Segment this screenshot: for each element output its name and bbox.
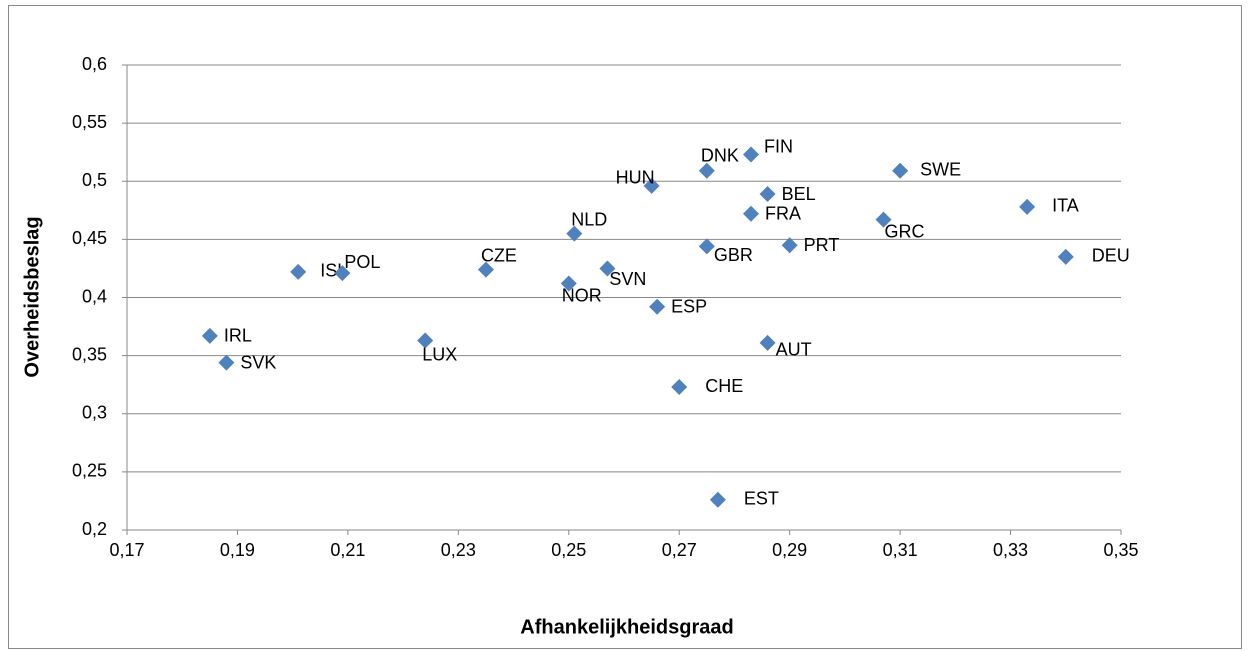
data-point <box>566 225 583 242</box>
x-tick-label: 0,21 <box>330 540 365 560</box>
data-point <box>218 354 235 371</box>
point-label: GBR <box>714 245 753 265</box>
y-tick-label: 0,35 <box>72 344 107 364</box>
y-tick-label: 0,25 <box>72 461 107 481</box>
point-label: CZE <box>481 245 517 265</box>
point-label: ITA <box>1052 196 1079 216</box>
data-point <box>290 263 307 280</box>
point-label: SWE <box>920 160 961 180</box>
point-label: EST <box>744 489 779 509</box>
data-point <box>334 265 351 282</box>
data-point <box>671 379 688 396</box>
point-label: SVK <box>240 352 276 372</box>
point-label: BEL <box>782 184 816 204</box>
x-tick-label: 0,27 <box>662 540 697 560</box>
data-point <box>759 186 776 203</box>
point-label: HUN <box>616 168 655 188</box>
x-tick-label: 0,29 <box>772 540 807 560</box>
data-point <box>649 298 666 315</box>
x-tick-label: 0,23 <box>441 540 476 560</box>
data-point <box>709 491 726 508</box>
data-point <box>759 334 776 351</box>
chart-frame <box>8 5 1242 649</box>
x-tick-label: 0,17 <box>109 540 144 560</box>
point-label: ESP <box>671 297 707 317</box>
data-point <box>1019 198 1036 215</box>
point-label: NOR <box>562 285 602 305</box>
point-label: FRA <box>765 204 801 224</box>
point-label: FIN <box>764 136 793 156</box>
point-label: DEU <box>1092 246 1130 266</box>
y-tick-label: 0,4 <box>82 286 107 306</box>
point-label: POL <box>344 252 380 272</box>
data-point <box>875 211 892 228</box>
data-point <box>201 327 218 344</box>
x-axis-title: Afhankelijkheidsgraad <box>520 616 733 638</box>
point-label: NLD <box>571 209 607 229</box>
data-point <box>477 261 494 278</box>
y-axis-title: Overheidsbeslag <box>21 216 43 377</box>
point-label: DNK <box>701 146 739 166</box>
data-point <box>781 237 798 254</box>
point-label: GRC <box>885 221 925 241</box>
point-label: CHE <box>705 376 743 396</box>
data-point <box>417 332 434 349</box>
data-point <box>698 162 715 179</box>
point-label: PRT <box>804 235 840 255</box>
x-tick-label: 0,33 <box>993 540 1028 560</box>
x-tick-label: 0,19 <box>220 540 255 560</box>
data-point <box>698 238 715 255</box>
y-tick-label: 0,5 <box>82 170 107 190</box>
data-point <box>1057 248 1074 265</box>
data-point <box>599 260 616 277</box>
y-tick-label: 0,2 <box>82 519 107 539</box>
point-label: LUX <box>422 344 457 364</box>
data-point <box>743 146 760 163</box>
x-tick-label: 0,25 <box>551 540 586 560</box>
point-label: IRL <box>224 326 252 346</box>
data-point <box>743 205 760 222</box>
x-tick-label: 0,35 <box>1103 540 1138 560</box>
y-tick-label: 0,45 <box>72 228 107 248</box>
y-tick-label: 0,6 <box>82 54 107 74</box>
y-tick-label: 0,3 <box>82 403 107 423</box>
point-label: AUT <box>776 340 812 360</box>
data-point <box>560 275 577 292</box>
data-point <box>643 177 660 194</box>
y-tick-label: 0,55 <box>72 112 107 132</box>
x-tick-label: 0,31 <box>883 540 918 560</box>
point-label: SVN <box>609 269 646 289</box>
data-point <box>892 162 909 179</box>
